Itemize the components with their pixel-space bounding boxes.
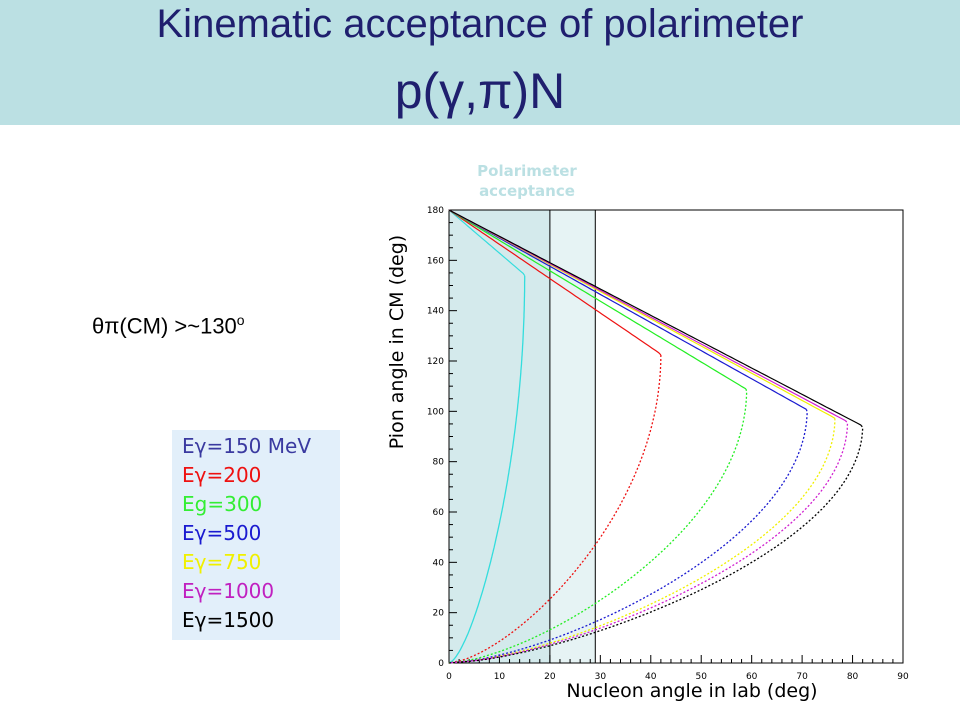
curve-lower-2 (448, 388, 748, 664)
x-tick-label-10: 10 (494, 672, 506, 682)
curve-lower-3 (448, 409, 808, 664)
y-tick-label-120: 120 (427, 357, 444, 367)
legend-entry-200: Eγ=200 (182, 463, 262, 487)
title-band: Kinematic acceptance of polarimeter p(γ,… (0, 0, 960, 125)
curve-lower-5 (448, 420, 849, 664)
curve-lower-4 (448, 418, 836, 664)
x-tick-label-70: 70 (796, 672, 808, 682)
energy-legend: Eγ=150 MeV Eγ=200 Eg=300 Eγ=500 Eγ=750 E… (172, 430, 340, 640)
curve-upper-2 (448, 209, 747, 390)
legend-entry-1500: Eγ=1500 (182, 608, 275, 632)
y-tick-label-100: 100 (427, 407, 444, 417)
y-tick-label-80: 80 (433, 458, 445, 468)
x-axis-title: Nucleon angle in lab (deg) (566, 680, 817, 702)
pion-angle-cut-text: θπ(CM) >~130 (92, 313, 237, 339)
y-tick-label-140: 140 (427, 307, 444, 317)
x-tick-label-50: 50 (695, 672, 707, 682)
degree-superscript: o (236, 312, 245, 328)
legend-entry-750: Eγ=750 (182, 550, 262, 574)
x-tick-label-80: 80 (847, 672, 859, 682)
slide-subtitle-reaction: p(γ,π)N (394, 63, 566, 119)
y-tick-label-0: 0 (438, 659, 444, 669)
acceptance-label-line1: Polarimeter (477, 162, 577, 180)
y-tick-label-20: 20 (433, 609, 445, 619)
legend-entry-300: Eg=300 (182, 492, 263, 516)
curve-lower-6 (448, 424, 864, 664)
x-tick-label-60: 60 (746, 672, 758, 682)
y-tick-label-160: 160 (427, 256, 444, 266)
x-tick-label-90: 90 (897, 672, 909, 682)
curve-upper-1 (448, 209, 662, 356)
curve-upper-6 (448, 209, 862, 426)
slide-title: Kinematic acceptance of polarimeter (156, 2, 804, 46)
legend-entry-1000: Eγ=1000 (182, 579, 275, 603)
y-tick-label-60: 60 (433, 508, 445, 518)
curve-upper-3 (448, 209, 807, 410)
x-tick-label-0: 0 (446, 672, 452, 682)
curve-lower-1 (448, 354, 662, 664)
legend-entry-500: Eγ=500 (182, 521, 262, 545)
acceptance-label-line2: acceptance (479, 182, 575, 200)
y-axis-title: Pion angle in CM (deg) (386, 235, 408, 449)
pion-angle-cut-note: θπ(CM) >~130o (92, 312, 245, 339)
y-tick-label-40: 40 (433, 558, 445, 568)
curve-upper-0 (448, 209, 526, 277)
x-tick-label-40: 40 (645, 672, 657, 682)
y-tick-label-180: 180 (427, 206, 444, 216)
x-tick-label-30: 30 (595, 672, 607, 682)
curve-lower-0 (448, 275, 526, 664)
x-tick-label-20: 20 (544, 672, 556, 682)
legend-entry-150: Eγ=150 MeV (182, 434, 312, 458)
acceptance-region-20 (448, 209, 551, 664)
